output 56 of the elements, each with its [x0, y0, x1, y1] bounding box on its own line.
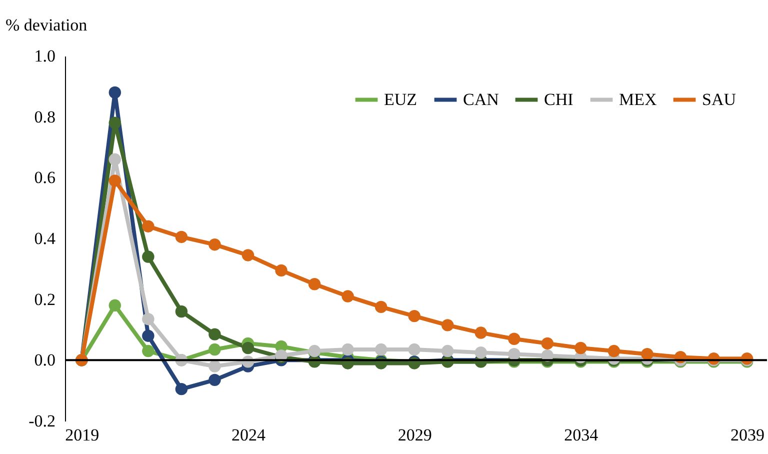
- legend-label: EUZ: [384, 90, 418, 109]
- point: [508, 332, 520, 345]
- point: [242, 342, 254, 354]
- y-tick-label: -0.2: [28, 412, 56, 430]
- legend-label: SAU: [702, 90, 736, 109]
- y-tick-label: 0.8: [34, 107, 56, 126]
- y-tick-label: 0.2: [34, 290, 56, 309]
- point: [574, 342, 587, 354]
- point: [142, 250, 154, 263]
- point: [108, 153, 122, 166]
- y-tick-label: 0.4: [34, 229, 56, 248]
- point: [142, 330, 154, 342]
- y-axis-title: % deviation: [6, 16, 88, 34]
- legend-label: CHI: [544, 90, 574, 109]
- point: [408, 310, 420, 322]
- point: [208, 374, 221, 386]
- point: [441, 344, 454, 358]
- point: [474, 346, 487, 359]
- legend-label: CAN: [463, 90, 499, 109]
- point: [242, 249, 254, 262]
- point: [208, 360, 221, 372]
- x-tick-label: 2019: [65, 426, 100, 444]
- point: [275, 264, 288, 277]
- point: [308, 278, 321, 290]
- point: [641, 348, 654, 360]
- legend-label: MEX: [619, 90, 657, 109]
- point: [508, 348, 520, 360]
- point: [342, 343, 354, 356]
- point: [541, 337, 554, 350]
- point: [108, 86, 122, 99]
- point: [408, 343, 420, 356]
- point: [608, 344, 620, 358]
- x-tick-label: 2034: [564, 426, 599, 444]
- point: [142, 344, 154, 358]
- y-tick-label: 1.0: [34, 46, 56, 66]
- x-tick-label: 2024: [231, 426, 266, 444]
- point: [108, 174, 122, 187]
- point: [342, 290, 354, 302]
- point: [142, 312, 154, 326]
- point: [175, 382, 188, 396]
- point: [108, 116, 122, 130]
- point: [208, 238, 221, 251]
- point: [208, 328, 221, 340]
- point: [108, 299, 122, 312]
- point: [208, 343, 221, 356]
- y-tick-label: 0.0: [34, 350, 56, 370]
- point: [374, 300, 388, 314]
- x-tick-label: 2039: [730, 426, 765, 444]
- point: [142, 220, 154, 232]
- point: [175, 305, 188, 318]
- x-tick-label: 2029: [398, 426, 432, 444]
- point: [441, 319, 454, 332]
- point: [474, 326, 487, 339]
- y-tick-label: 0.6: [34, 168, 56, 188]
- point: [374, 343, 388, 356]
- point: [175, 230, 188, 244]
